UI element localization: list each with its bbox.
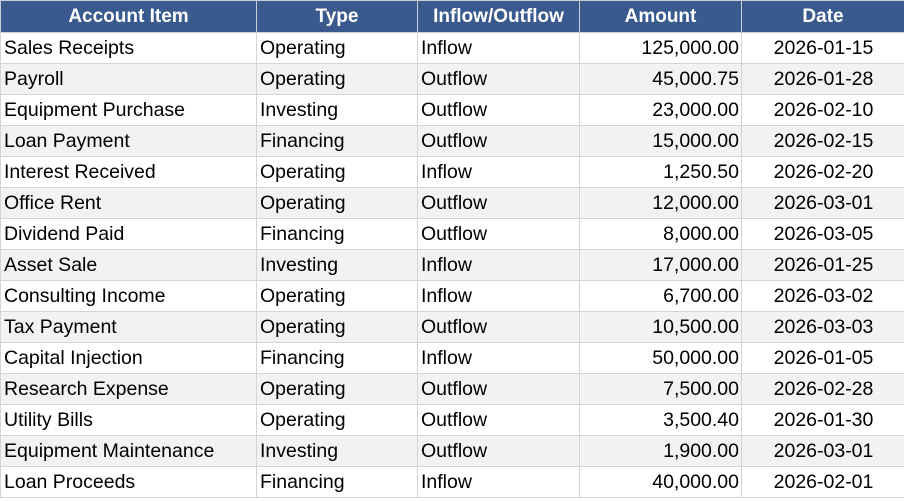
header-inflow-outflow[interactable]: Inflow/Outflow [417, 0, 580, 33]
cell-account-item[interactable]: Research Expense [0, 373, 257, 405]
cell-type[interactable]: Operating [256, 373, 418, 405]
cell-type[interactable]: Financing [256, 342, 418, 374]
cell-date[interactable]: 2026-02-01 [741, 466, 904, 498]
cell-amount[interactable]: 17,000.00 [579, 249, 742, 281]
cell-amount[interactable]: 1,250.50 [579, 156, 742, 188]
cell-inflow-outflow[interactable]: Outflow [417, 94, 580, 126]
table-row: Interest Received Operating Inflow 1,250.50… [0, 156, 904, 188]
cell-inflow-outflow[interactable]: Inflow [417, 342, 580, 374]
header-date[interactable]: Date [741, 0, 904, 33]
cell-amount[interactable]: 45,000.75 [579, 63, 742, 95]
cell-account-item[interactable]: Sales Receipts [0, 32, 257, 64]
cell-amount[interactable]: 12,000.00 [579, 187, 742, 219]
cell-date[interactable]: 2026-02-20 [741, 156, 904, 188]
table-row: Loan Payment Financing Outflow 15,000.00 202… [0, 125, 904, 157]
table-row: Sales Receipts Operating Inflow 125,000.00 2… [0, 32, 904, 64]
cell-type[interactable]: Operating [256, 156, 418, 188]
cell-inflow-outflow[interactable]: Outflow [417, 218, 580, 250]
cell-type[interactable]: Operating [256, 280, 418, 312]
cell-date[interactable]: 2026-01-05 [741, 342, 904, 374]
cell-account-item[interactable]: Equipment Maintenance [0, 435, 257, 467]
table-row: Office Rent Operating Outflow 12,000.00 2026… [0, 187, 904, 219]
cell-inflow-outflow[interactable]: Outflow [417, 435, 580, 467]
cell-inflow-outflow[interactable]: Outflow [417, 63, 580, 95]
table-header: Account Item Type Inflow/Outflow Amount … [0, 0, 904, 33]
header-account-item[interactable]: Account Item [0, 0, 257, 33]
cell-date[interactable]: 2026-03-01 [741, 187, 904, 219]
cell-inflow-outflow[interactable]: Outflow [417, 125, 580, 157]
cell-account-item[interactable]: Loan Proceeds [0, 466, 257, 498]
cell-account-item[interactable]: Interest Received [0, 156, 257, 188]
cell-inflow-outflow[interactable]: Outflow [417, 404, 580, 436]
table-row: Dividend Paid Financing Outflow 8,000.00 202… [0, 218, 904, 250]
cell-amount[interactable]: 50,000.00 [579, 342, 742, 374]
cell-type[interactable]: Financing [256, 466, 418, 498]
cell-amount[interactable]: 23,000.00 [579, 94, 742, 126]
cell-type[interactable]: Investing [256, 249, 418, 281]
cell-account-item[interactable]: Office Rent [0, 187, 257, 219]
cell-inflow-outflow[interactable]: Inflow [417, 280, 580, 312]
table-row: Capital Injection Financing Inflow 50,000.0… [0, 342, 904, 374]
cell-date[interactable]: 2026-01-25 [741, 249, 904, 281]
cell-amount[interactable]: 15,000.00 [579, 125, 742, 157]
header-amount[interactable]: Amount [579, 0, 742, 33]
table-row: Payroll Operating Outflow 45,000.75 2026-01-… [0, 63, 904, 95]
cell-type[interactable]: Investing [256, 94, 418, 126]
table-body: Sales Receipts Operating Inflow 125,000.00 2… [0, 32, 904, 498]
cell-inflow-outflow[interactable]: Outflow [417, 311, 580, 343]
table-row: Equipment Purchase Investing Outflow 23,000… [0, 94, 904, 126]
cell-type[interactable]: Operating [256, 63, 418, 95]
cell-date[interactable]: 2026-01-30 [741, 404, 904, 436]
cell-date[interactable]: 2026-01-28 [741, 63, 904, 95]
cell-account-item[interactable]: Asset Sale [0, 249, 257, 281]
cell-amount[interactable]: 125,000.00 [579, 32, 742, 64]
cell-amount[interactable]: 6,700.00 [579, 280, 742, 312]
cell-type[interactable]: Financing [256, 218, 418, 250]
cell-date[interactable]: 2026-03-02 [741, 280, 904, 312]
cell-account-item[interactable]: Dividend Paid [0, 218, 257, 250]
cell-type[interactable]: Operating [256, 32, 418, 64]
table-row: Asset Sale Investing Inflow 17,000.00 2026-0… [0, 249, 904, 281]
cell-account-item[interactable]: Tax Payment [0, 311, 257, 343]
header-row: Account Item Type Inflow/Outflow Amount … [0, 0, 904, 33]
cell-account-item[interactable]: Equipment Purchase [0, 94, 257, 126]
cell-type[interactable]: Operating [256, 311, 418, 343]
cell-account-item[interactable]: Payroll [0, 63, 257, 95]
cell-amount[interactable]: 8,000.00 [579, 218, 742, 250]
table-row: Loan Proceeds Financing Inflow 40,000.00 202… [0, 466, 904, 498]
table-row: Consulting Income Operating Inflow 6,700.00… [0, 280, 904, 312]
cell-type[interactable]: Investing [256, 435, 418, 467]
cell-amount[interactable]: 1,900.00 [579, 435, 742, 467]
table-row: Equipment Maintenance Investing Outflow 1,9… [0, 435, 904, 467]
table-row: Research Expense Operating Outflow 7,500.00… [0, 373, 904, 405]
cell-date[interactable]: 2026-03-01 [741, 435, 904, 467]
cell-type[interactable]: Operating [256, 404, 418, 436]
cell-amount[interactable]: 7,500.00 [579, 373, 742, 405]
cell-type[interactable]: Financing [256, 125, 418, 157]
cell-account-item[interactable]: Consulting Income [0, 280, 257, 312]
header-type[interactable]: Type [256, 0, 418, 33]
cell-inflow-outflow[interactable]: Inflow [417, 156, 580, 188]
cell-account-item[interactable]: Loan Payment [0, 125, 257, 157]
cell-amount[interactable]: 10,500.00 [579, 311, 742, 343]
cell-account-item[interactable]: Utility Bills [0, 404, 257, 436]
cell-account-item[interactable]: Capital Injection [0, 342, 257, 374]
table-row: Tax Payment Operating Outflow 10,500.00 2026… [0, 311, 904, 343]
cell-amount[interactable]: 40,000.00 [579, 466, 742, 498]
cell-date[interactable]: 2026-02-28 [741, 373, 904, 405]
cell-date[interactable]: 2026-02-15 [741, 125, 904, 157]
cell-inflow-outflow[interactable]: Inflow [417, 32, 580, 64]
cell-inflow-outflow[interactable]: Outflow [417, 373, 580, 405]
table-row: Utility Bills Operating Outflow 3,500.40 202… [0, 404, 904, 436]
cell-inflow-outflow[interactable]: Inflow [417, 466, 580, 498]
cell-date[interactable]: 2026-02-10 [741, 94, 904, 126]
cell-date[interactable]: 2026-03-05 [741, 218, 904, 250]
cell-type[interactable]: Operating [256, 187, 418, 219]
cell-date[interactable]: 2026-03-03 [741, 311, 904, 343]
cell-date[interactable]: 2026-01-15 [741, 32, 904, 64]
cell-inflow-outflow[interactable]: Outflow [417, 187, 580, 219]
cell-inflow-outflow[interactable]: Inflow [417, 249, 580, 281]
cell-amount[interactable]: 3,500.40 [579, 404, 742, 436]
